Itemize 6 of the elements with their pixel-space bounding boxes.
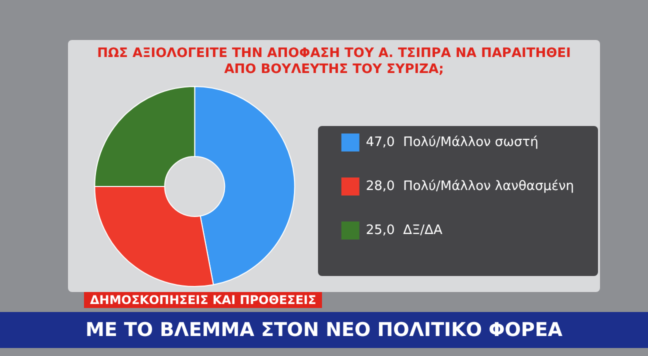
legend-label: 47,0 Πολύ/Μάλλον σωστή: [366, 134, 538, 150]
text: ΔΗΜΟΣΚΟΠΗΣΕΙΣ ΚΑΙ ΠΡΟΘΕΣΕΙΣ: [84, 292, 322, 308]
legend-label: 25,0 ΔΞ/ΔΑ: [366, 222, 442, 238]
text: ΜΕ ΤΟ ΒΛΕΜΜΑ ΣΤΟΝ ΝΕΟ ΠΟΛΙΤΙΚΟ ΦΟΡΕΑ: [0, 312, 648, 348]
chart-title: ΠΩΣ ΑΞΙΟΛΟΓΕΙΤΕ ΤΗΝ ΑΠΟΦΑΣΗ ΤΟΥ Α. ΤΣΙΠΡΑ ΝΑ ΠΑΡΑΙΤΗΘΕΙ ΑΠΟ ΒΟΥΛΕΥΤΗΣ ΤΟΥ ΣΥΡΙΖΑ;: [96, 46, 572, 78]
legend-label: 28,0 Πολύ/Μάλλον λανθασμένη: [366, 178, 574, 194]
